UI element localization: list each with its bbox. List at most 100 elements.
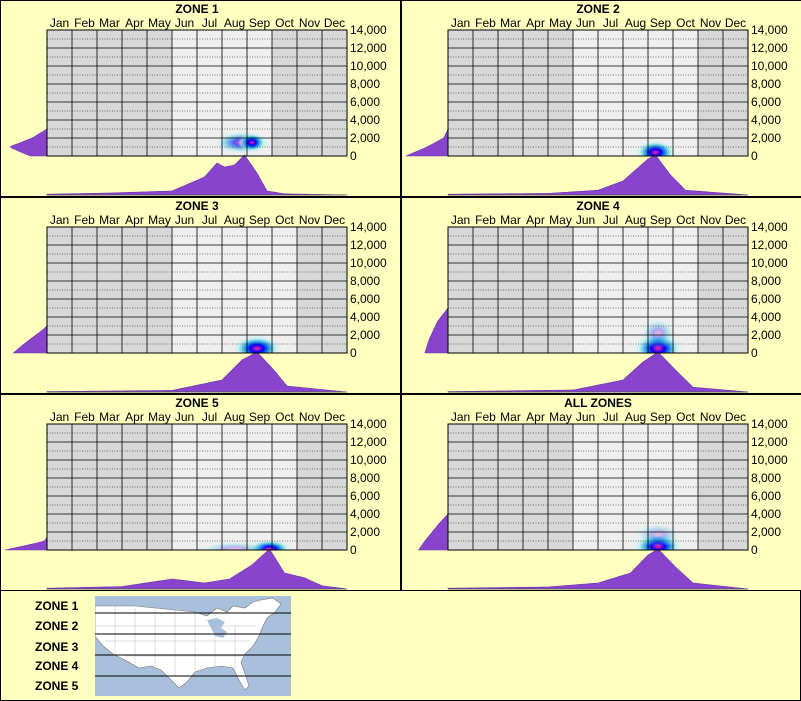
x-tick-label: Oct — [676, 213, 695, 227]
x-tick-label: Aug — [224, 16, 245, 30]
legend-zone-2: ZONE 2 — [35, 619, 79, 633]
chart-title: ZONE 5 — [175, 396, 219, 410]
y-tick-label: 10,000 — [751, 256, 788, 270]
x-tick-label: Nov — [299, 410, 320, 424]
x-tick-label: Nov — [700, 410, 721, 424]
plot-border — [447, 423, 749, 551]
chart-title: ALL ZONES — [564, 396, 632, 410]
x-tick-label: Dec — [324, 16, 345, 30]
y-tick-label: 2,000 — [751, 328, 781, 342]
y-tick-label: 2,000 — [350, 328, 380, 342]
x-tick-label: Dec — [725, 16, 746, 30]
x-tick-label: Jan — [50, 213, 69, 227]
x-tick-label: Jul — [603, 213, 618, 227]
x-tick-label: Oct — [676, 410, 695, 424]
y-tick-label: 0 — [350, 149, 357, 163]
y-tick-label: 12,000 — [350, 41, 387, 55]
y-tick-label: 8,000 — [350, 77, 380, 91]
x-tick-label: Feb — [475, 213, 496, 227]
x-tick-label: Jun — [175, 410, 194, 424]
x-tick-label: Sep — [249, 410, 271, 424]
y-tick-label: 6,000 — [350, 489, 380, 503]
heat-spot — [233, 335, 281, 353]
x-tick-label: Feb — [74, 410, 95, 424]
charts-svg: ZONE 1 Jan Feb Mar Apr May Jun Jul Aug Sep Oct Nov D… — [0, 0, 801, 591]
x-tick-label: Oct — [275, 213, 294, 227]
x-tick-label: Nov — [299, 16, 320, 30]
elevation-density — [12, 227, 48, 354]
y-tick-label: 4,000 — [350, 507, 380, 521]
y-tick-label: 10,000 — [350, 256, 387, 270]
y-tick-label: 0 — [751, 149, 758, 163]
y-tick-label: 12,000 — [751, 238, 788, 252]
x-tick-label: Mar — [500, 213, 521, 227]
x-tick-label: Jan — [50, 16, 69, 30]
x-tick-label: Oct — [676, 16, 695, 30]
heat-spot — [635, 140, 676, 156]
x-tick-label: Aug — [224, 410, 245, 424]
y-tick-label: 14,000 — [350, 220, 387, 234]
panel-frame — [0, 197, 401, 394]
x-tick-label: Jun — [576, 410, 595, 424]
x-tick-label: Jul — [603, 16, 618, 30]
x-tick-label: Sep — [650, 16, 672, 30]
y-tick-label: 6,000 — [350, 95, 380, 109]
y-tick-label: 8,000 — [350, 274, 380, 288]
month-density — [46, 154, 348, 196]
y-tick-label: 2,000 — [751, 131, 781, 145]
x-tick-label: Jun — [576, 213, 595, 227]
x-tick-label: Apr — [526, 410, 545, 424]
heat-layer — [634, 317, 682, 353]
x-tick-label: May — [148, 213, 171, 227]
y-tick-label: 0 — [751, 346, 758, 360]
legend-zone-4: ZONE 4 — [35, 659, 79, 673]
us-landmass — [95, 597, 282, 691]
y-tick-label: 6,000 — [751, 95, 781, 109]
x-tick-label: Jul — [202, 410, 217, 424]
plot-border — [46, 423, 348, 551]
y-tick-label: 14,000 — [350, 417, 387, 431]
chart-title: ZONE 1 — [175, 2, 219, 16]
heat-layer — [635, 140, 676, 156]
x-tick-label: Sep — [249, 213, 271, 227]
x-tick-label: Jul — [202, 213, 217, 227]
heat-spot — [640, 317, 676, 349]
chart-title: ZONE 2 — [576, 2, 620, 16]
x-tick-label: Sep — [650, 410, 672, 424]
panel-frame — [0, 0, 401, 197]
x-tick-label: Dec — [725, 410, 746, 424]
y-tick-label: 4,000 — [751, 310, 781, 324]
y-tick-label: 10,000 — [350, 453, 387, 467]
x-tick-label: Dec — [725, 213, 746, 227]
elevation-density — [4, 424, 48, 551]
y-tick-label: 12,000 — [350, 435, 387, 449]
x-tick-label: Feb — [74, 213, 95, 227]
x-tick-label: Dec — [324, 410, 345, 424]
x-tick-label: Mar — [99, 410, 120, 424]
x-tick-label: Mar — [99, 213, 120, 227]
heat-layer — [233, 335, 281, 353]
x-tick-label: Dec — [324, 213, 345, 227]
x-tick-label: Mar — [500, 16, 521, 30]
y-tick-label: 0 — [350, 543, 357, 557]
y-tick-label: 8,000 — [751, 77, 781, 91]
x-tick-label: Jan — [451, 16, 470, 30]
y-tick-label: 4,000 — [751, 507, 781, 521]
x-tick-label: Mar — [500, 410, 521, 424]
y-tick-label: 12,000 — [350, 238, 387, 252]
plot-border — [46, 29, 348, 157]
x-tick-label: May — [148, 410, 171, 424]
y-tick-label: 2,000 — [751, 525, 781, 539]
heat-spot — [238, 132, 266, 153]
y-tick-label: 6,000 — [751, 292, 781, 306]
x-tick-label: Mar — [99, 16, 120, 30]
month-density — [447, 548, 749, 590]
month-density — [46, 548, 348, 590]
x-tick-label: Jun — [576, 16, 595, 30]
x-tick-label: Apr — [125, 213, 144, 227]
chart-title: ZONE 3 — [175, 199, 219, 213]
x-tick-label: Apr — [125, 16, 144, 30]
y-tick-label: 0 — [751, 543, 758, 557]
x-tick-label: Jun — [175, 16, 194, 30]
y-tick-label: 14,000 — [751, 23, 788, 37]
